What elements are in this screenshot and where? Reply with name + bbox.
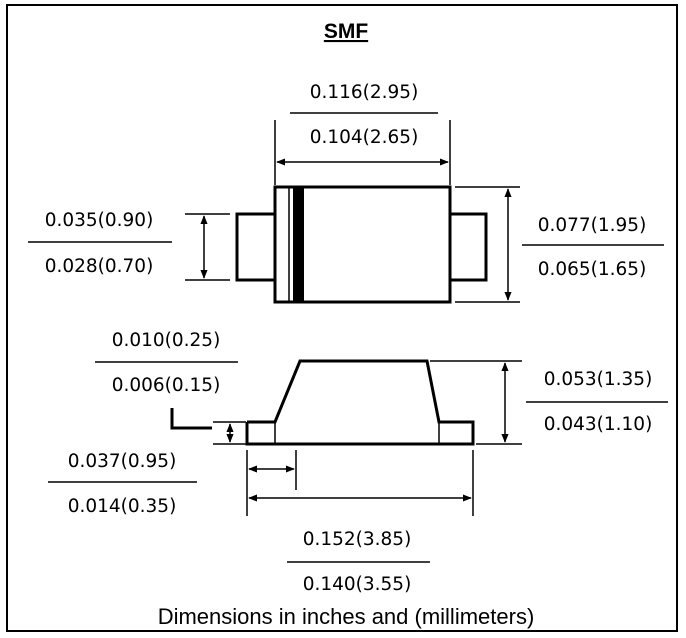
body-height-min: 0.065(1.65): [538, 259, 647, 280]
overall-length-min: 0.140(3.55): [303, 574, 412, 595]
dim-lead-length: 0.037(0.95) 0.014(0.35): [48, 450, 297, 517]
top-view-right-lead: [450, 212, 488, 282]
lead-height-max: 0.035(0.90): [45, 210, 154, 231]
dim-side-height: 0.053(1.35) 0.043(1.10): [430, 360, 668, 445]
side-height-min: 0.043(1.10): [544, 414, 653, 435]
top-view-left-lead: [235, 212, 275, 282]
side-height-max: 0.053(1.35): [544, 369, 653, 390]
top-view: [235, 185, 488, 304]
side-view: [245, 359, 475, 446]
top-width-max: 0.116(2.95): [310, 82, 419, 103]
drawing-frame: [6, 4, 678, 632]
top-view-body: [273, 185, 452, 304]
lead-height-min: 0.028(0.70): [45, 256, 154, 277]
lead-length-max: 0.037(0.95): [68, 451, 177, 472]
package-title: SMF: [324, 20, 369, 43]
overall-length-max: 0.152(3.85): [303, 529, 412, 550]
dim-top-width: 0.116(2.95) 0.104(2.65): [274, 82, 451, 185]
dim-body-height: 0.077(1.95) 0.065(1.65): [455, 186, 664, 303]
dim-overall-length: 0.152(3.85) 0.140(3.55): [248, 450, 474, 595]
dim-lead-height: 0.035(0.90) 0.028(0.70): [28, 210, 230, 281]
units-caption: Dimensions in inches and (millimeters): [158, 604, 535, 629]
lead-thickness-min: 0.006(0.15): [112, 375, 221, 396]
dim-lead-thickness: 0.010(0.25) 0.006(0.15): [95, 330, 246, 445]
lead-length-min: 0.014(0.35): [68, 496, 177, 517]
cathode-band: [293, 187, 304, 302]
lead-thickness-max: 0.010(0.25): [112, 330, 221, 351]
lead-thickness-leader: [170, 408, 212, 430]
body-height-max: 0.077(1.95): [538, 215, 647, 236]
top-width-min: 0.104(2.65): [310, 127, 419, 148]
